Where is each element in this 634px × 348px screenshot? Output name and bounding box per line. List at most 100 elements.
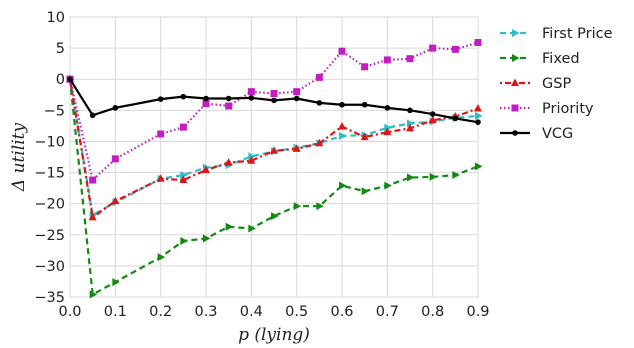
series-line-gsp <box>68 79 479 219</box>
legend-item-first-price: First Price <box>500 26 613 42</box>
data-point-gsp <box>474 103 482 112</box>
data-point-priority <box>338 47 346 55</box>
series-priority <box>66 39 482 184</box>
x-tick-label: 0.6 <box>330 304 353 320</box>
data-point-priority <box>293 88 301 96</box>
data-point-gsp <box>224 158 233 166</box>
x-tick-label: 0.1 <box>104 304 127 320</box>
data-point-fixed <box>384 181 392 190</box>
data-point-priority <box>157 130 165 138</box>
legend-marker-priority <box>511 104 519 112</box>
data-point-vcg <box>452 115 459 122</box>
data-point-priority <box>429 44 437 52</box>
data-point-gsp <box>270 146 278 154</box>
data-point-first-price <box>180 171 188 180</box>
data-point-priority <box>89 176 97 184</box>
legend: First Price Fixed GSP Priority VCG <box>500 26 613 142</box>
data-point-vcg <box>203 95 209 102</box>
series-vcg <box>67 76 481 125</box>
y-tick-label: 5 <box>56 41 65 57</box>
y-tick-label: 0 <box>56 72 65 88</box>
data-point-fixed <box>112 278 120 287</box>
data-point-fixed <box>157 253 166 262</box>
data-point-priority <box>474 39 482 47</box>
data-point-vcg <box>67 76 73 83</box>
data-point-gsp <box>383 127 392 136</box>
data-point-gsp <box>406 123 414 132</box>
y-tick-label: −20 <box>34 197 65 213</box>
data-point-first-price <box>475 111 483 120</box>
data-point-first-price <box>407 119 415 128</box>
legend-marker-fixed <box>512 54 520 62</box>
data-point-priority <box>383 56 391 64</box>
data-point-vcg <box>271 97 277 104</box>
legend-label-gsp: GSP <box>542 76 571 92</box>
data-point-fixed <box>89 290 98 299</box>
data-point-priority <box>451 45 459 53</box>
legend-label-first-price: First Price <box>542 26 613 42</box>
data-point-fixed <box>475 162 483 171</box>
data-point-vcg <box>248 95 255 101</box>
data-point-gsp <box>338 122 346 130</box>
data-point-fixed <box>452 171 460 180</box>
data-point-fixed <box>361 187 370 196</box>
data-point-vcg <box>293 95 300 102</box>
y-tick-label: −5 <box>44 103 65 119</box>
series-fixed <box>67 75 483 299</box>
data-point-gsp <box>360 132 369 141</box>
y-tick-label: −15 <box>34 166 65 182</box>
series-line-priority <box>68 41 479 182</box>
data-point-vcg <box>407 107 413 114</box>
legend-marker-first-price <box>512 29 520 37</box>
x-axis-label: p (lying) <box>238 325 310 345</box>
data-point-vcg <box>384 105 391 111</box>
data-point-fixed <box>293 202 302 211</box>
data-point-gsp <box>315 138 324 147</box>
data-point-priority <box>361 63 369 71</box>
x-tick-label: 0.7 <box>376 304 399 320</box>
data-point-priority <box>406 55 414 63</box>
data-point-vcg <box>316 100 323 106</box>
legend-item-fixed: Fixed <box>500 51 580 67</box>
legend-item-vcg: VCG <box>500 126 573 142</box>
data-point-gsp <box>179 175 188 184</box>
data-point-priority <box>202 99 210 107</box>
data-point-fixed <box>225 222 234 231</box>
data-point-gsp <box>428 115 437 124</box>
data-point-priority <box>179 123 187 131</box>
series-line-vcg <box>69 78 479 124</box>
data-point-vcg <box>339 101 345 108</box>
data-point-vcg <box>157 96 164 102</box>
y-axis-label: Δ utility <box>9 123 29 193</box>
data-point-vcg <box>112 105 119 111</box>
data-point-fixed <box>316 202 324 211</box>
y-tick-label: −30 <box>34 259 65 275</box>
x-tick-label: 0.3 <box>194 304 217 320</box>
data-point-fixed <box>180 237 188 245</box>
data-point-gsp <box>202 165 210 174</box>
x-tick-label: 0.8 <box>421 304 444 320</box>
y-tick-label: −10 <box>34 134 65 150</box>
x-tick-label: 0.4 <box>240 304 263 320</box>
data-point-fixed <box>248 224 256 233</box>
data-point-fixed <box>339 181 347 190</box>
data-point-vcg <box>475 119 481 125</box>
data-point-priority <box>270 90 278 98</box>
y-tick-label: 10 <box>47 10 65 26</box>
y-tick-labels: 10 5 0 −5 −10 −15 −20 −25 −30 −35 <box>34 10 65 306</box>
x-tick-label: 0.0 <box>58 304 81 320</box>
data-point-priority <box>111 155 119 163</box>
legend-item-gsp: GSP <box>500 76 571 92</box>
data-point-gsp <box>247 156 256 164</box>
data-point-vcg <box>180 93 187 100</box>
data-point-priority <box>247 88 255 96</box>
data-point-gsp <box>88 212 97 221</box>
data-point-vcg <box>361 101 368 108</box>
data-point-fixed <box>407 173 415 182</box>
data-point-vcg <box>429 111 436 117</box>
data-point-vcg <box>225 95 232 102</box>
data-point-priority <box>225 102 233 110</box>
y-tick-label: −25 <box>34 228 65 244</box>
data-point-fixed <box>429 172 438 181</box>
